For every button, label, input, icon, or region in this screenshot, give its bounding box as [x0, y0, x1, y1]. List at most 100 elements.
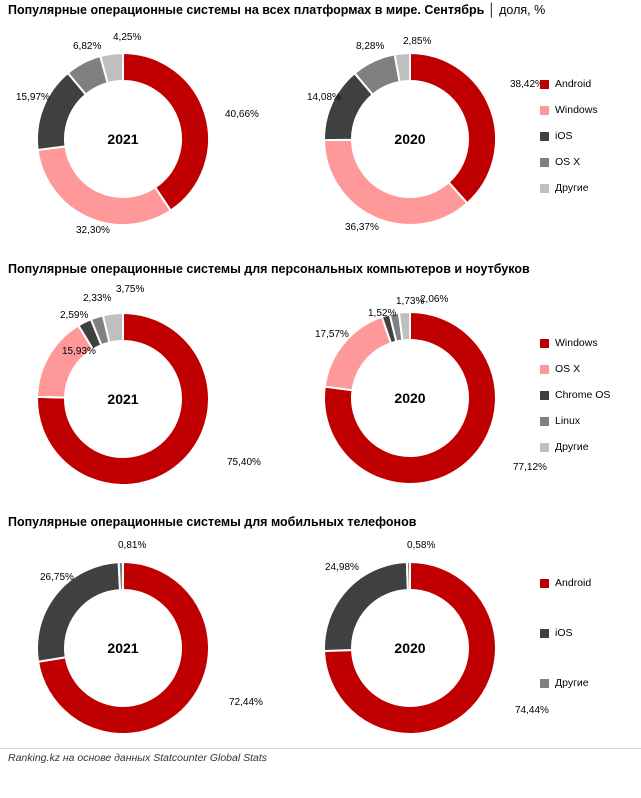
source-footer: Ranking.kz на основе данных Statcounter …	[8, 752, 268, 764]
legend-item: Android	[540, 78, 591, 90]
data-label: 1,73%	[396, 296, 424, 307]
legend-label: Android	[555, 577, 592, 589]
data-label: 38,42%	[510, 79, 544, 90]
data-label: 2,06%	[420, 294, 448, 305]
section-title-desktop: Популярные операционные системы для перс…	[8, 262, 530, 276]
donut-chart-all-2020: 38,42% 36,37% 14,08% 8,28% 2,85% 2020	[307, 36, 544, 233]
legend-item: Другие	[540, 182, 589, 194]
data-label: 74,44%	[515, 705, 549, 716]
legend-swatch	[540, 183, 549, 193]
data-label: 40,66%	[225, 109, 259, 120]
data-label: 72,44%	[229, 697, 263, 708]
legend-swatch	[540, 628, 549, 638]
donut-chart-desktop-2020: 77,12% 17,57% 1,52%1,73%2,06% 2020	[315, 294, 547, 485]
chart-year-label: 2020	[394, 131, 425, 147]
legend-label: Linux	[555, 415, 581, 427]
legend-item: Windows	[540, 337, 598, 349]
legend-item: Android	[540, 577, 591, 589]
data-label: 3,75%	[116, 284, 144, 295]
data-label: 77,12%	[513, 462, 547, 473]
legend-item: iOS	[540, 627, 573, 639]
legend-label: Другие	[555, 677, 589, 689]
donut-chart-all-2021: 40,66% 32,30% 15,97% 6,82% 4,25% 2021	[16, 32, 259, 236]
section-unit: │ доля, %	[487, 3, 546, 17]
chart-year-label: 2020	[394, 640, 425, 656]
slice-другие	[405, 560, 411, 592]
legend-item: Linux	[540, 415, 580, 427]
legend-label: Windows	[555, 104, 598, 116]
legend-label: iOS	[555, 627, 573, 639]
data-label: 14,08%	[307, 92, 341, 103]
data-label: 75,40%	[227, 457, 261, 468]
slice-windows	[323, 310, 497, 485]
chart-year-label: 2021	[107, 640, 138, 656]
legend-swatch	[540, 131, 549, 141]
slice-другие	[101, 311, 124, 344]
slice-другие	[117, 560, 124, 592]
legend-swatch	[540, 578, 549, 588]
section-title-mobile: Популярные операционные системы для моби…	[8, 515, 416, 529]
data-label: 2,85%	[403, 36, 431, 47]
data-label: 4,25%	[113, 32, 141, 43]
slice-android	[36, 560, 210, 735]
legend-item: OS X	[540, 156, 580, 168]
legend-item: Другие	[540, 441, 589, 453]
legend-swatch	[540, 442, 549, 452]
legend-item: iOS	[540, 130, 573, 142]
slice-android	[409, 51, 497, 205]
legend-label: Windows	[555, 337, 598, 349]
legend-swatch	[540, 338, 549, 348]
legend-swatch	[540, 678, 549, 688]
data-label: 15,97%	[16, 92, 50, 103]
data-label: 26,75%	[40, 572, 74, 583]
donut-chart-desktop-2021: 75,40% 15,93% 2,59% 2,33% 3,75% 2021	[36, 284, 261, 486]
slice-windows	[36, 311, 210, 486]
chart-year-label: 2020	[394, 390, 425, 406]
legend-label: Другие	[555, 441, 589, 453]
chart-year-label: 2021	[107, 391, 138, 407]
data-label: 1,52%	[368, 308, 396, 319]
slice-android	[122, 51, 210, 212]
data-label: 6,82%	[73, 41, 101, 52]
data-label: 15,93%	[62, 346, 96, 357]
section-title-text: Популярные операционные системы на всех …	[8, 3, 485, 17]
legend-swatch	[540, 364, 549, 374]
legend-item: Другие	[540, 677, 589, 689]
slice-os-x	[323, 315, 393, 392]
legend-label: Android	[555, 78, 592, 90]
legend-label: Другие	[555, 182, 589, 194]
legend-swatch	[540, 79, 549, 89]
footer-divider	[0, 748, 641, 749]
data-label: 0,58%	[407, 540, 435, 551]
donut-chart-mobile-2020: 74,44% 24,98% 0,58% 2020	[323, 540, 549, 735]
legend-swatch	[540, 390, 549, 400]
slice-другие	[393, 51, 411, 84]
slice-другие	[397, 310, 411, 342]
legend-label: Chrome OS	[555, 389, 611, 401]
slice-ios	[323, 561, 409, 653]
data-label: 0,81%	[118, 540, 146, 551]
donut-chart-mobile-2021: 72,44% 26,75% 0,81% 2021	[36, 540, 263, 735]
slice-android	[323, 560, 497, 735]
section-title-text: Популярные операционные системы для перс…	[8, 262, 530, 276]
legend-item: OS X	[540, 363, 580, 375]
chart-year-label: 2021	[107, 131, 138, 147]
legend-swatch	[540, 416, 549, 426]
legend-label: OS X	[555, 363, 581, 375]
legend-item: Chrome OS	[540, 389, 610, 401]
section-title-text: Популярные операционные системы для моби…	[8, 515, 417, 529]
legend-label: OS X	[555, 156, 581, 168]
data-label: 24,98%	[325, 562, 359, 573]
legend-swatch	[540, 157, 549, 167]
data-label: 2,33%	[83, 293, 111, 304]
data-label: 36,37%	[345, 222, 379, 233]
section-title-all-platforms: Популярные операционные системы на всех …	[8, 3, 545, 17]
legend-item: Windows	[540, 104, 598, 116]
data-label: 8,28%	[356, 41, 384, 52]
data-label: 17,57%	[315, 329, 349, 340]
legend-label: iOS	[555, 130, 573, 142]
slice-windows	[322, 138, 469, 226]
data-label: 32,30%	[76, 225, 110, 236]
legend-swatch	[540, 105, 549, 115]
data-label: 2,59%	[60, 310, 88, 321]
